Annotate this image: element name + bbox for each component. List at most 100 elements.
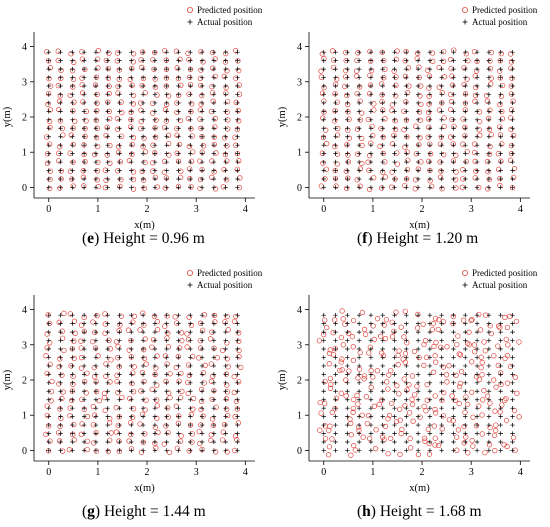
y-tick-label: 4 xyxy=(22,42,27,53)
predicted-point xyxy=(105,448,112,455)
predicted-point xyxy=(376,401,382,408)
actual-point xyxy=(404,313,409,318)
actual-point xyxy=(81,159,87,165)
predicted-point xyxy=(93,448,99,454)
predicted-point xyxy=(354,177,360,183)
actual-point xyxy=(140,380,146,386)
predicted-point xyxy=(499,402,505,408)
actual-point xyxy=(188,431,193,436)
actual-point xyxy=(486,151,492,156)
predicted-point xyxy=(407,435,413,442)
actual-point xyxy=(70,389,75,394)
actual-point xyxy=(81,50,87,55)
predicted-point xyxy=(503,336,509,343)
actual-point xyxy=(188,321,193,326)
actual-point xyxy=(93,176,99,182)
actual-point xyxy=(380,338,385,343)
actual-point xyxy=(152,185,158,190)
actual-point xyxy=(415,159,421,165)
predicted-point xyxy=(225,364,231,370)
actual-point xyxy=(129,422,134,428)
actual-point xyxy=(164,321,169,326)
actual-point xyxy=(199,50,205,55)
actual-point xyxy=(105,389,110,394)
actual-point xyxy=(368,414,374,419)
actual-point xyxy=(105,75,110,80)
actual-point xyxy=(345,151,350,156)
actual-point xyxy=(223,329,228,335)
actual-point xyxy=(392,168,397,173)
predicted-point xyxy=(406,410,413,416)
predicted-point xyxy=(497,124,503,130)
actual-point xyxy=(81,109,87,114)
predicted-point xyxy=(126,158,133,164)
predicted-point xyxy=(473,374,480,380)
actual-point xyxy=(70,185,75,190)
actual-point xyxy=(188,58,193,63)
actual-point xyxy=(223,100,228,106)
predicted-point xyxy=(422,438,428,444)
predicted-point xyxy=(178,394,184,401)
actual-point xyxy=(356,414,362,419)
actual-point xyxy=(474,185,480,190)
predicted-point xyxy=(426,451,433,457)
predicted-point xyxy=(324,324,330,331)
actual-point xyxy=(439,329,444,335)
predicted-point xyxy=(432,442,438,448)
actual-point xyxy=(404,439,409,445)
actual-point xyxy=(510,372,515,377)
predicted-point xyxy=(47,65,53,71)
actual-point xyxy=(81,142,87,148)
predicted-point xyxy=(496,68,503,74)
predicted-point xyxy=(432,353,438,359)
actual-point xyxy=(498,329,503,335)
predicted-point xyxy=(84,438,91,444)
actual-point xyxy=(105,313,110,318)
actual-point xyxy=(486,363,492,369)
predicted-point xyxy=(460,116,466,122)
actual-point xyxy=(463,431,468,436)
actual-point xyxy=(463,134,468,139)
actual-point xyxy=(415,380,421,386)
predicted-point xyxy=(56,381,62,387)
actual-point xyxy=(152,75,158,80)
actual-point xyxy=(345,405,350,411)
actual-point xyxy=(46,448,51,453)
actual-point xyxy=(380,431,385,436)
actual-point xyxy=(486,448,492,453)
predicted-point xyxy=(357,166,364,172)
actual-point xyxy=(427,363,433,369)
actual-point xyxy=(164,92,169,97)
actual-point xyxy=(199,159,205,165)
predicted-point xyxy=(56,98,63,104)
actual-point xyxy=(46,50,51,55)
predicted-point xyxy=(394,383,400,389)
predicted-point xyxy=(200,413,206,419)
predicted-point xyxy=(508,51,514,57)
predicted-point xyxy=(209,83,215,90)
predicted-point xyxy=(367,48,373,55)
actual-point xyxy=(223,338,228,343)
actual-point xyxy=(223,92,228,97)
predicted-point xyxy=(498,50,504,57)
predicted-point xyxy=(223,406,230,412)
predicted-point xyxy=(130,92,137,99)
actual-point xyxy=(199,363,205,369)
actual-point xyxy=(356,448,362,453)
actual-point xyxy=(117,405,122,411)
actual-point xyxy=(58,346,63,352)
predicted-point xyxy=(450,418,456,424)
actual-point xyxy=(463,422,468,428)
actual-point xyxy=(427,151,433,156)
predicted-point xyxy=(497,182,503,189)
actual-point xyxy=(188,66,193,72)
predicted-point xyxy=(511,407,518,414)
actual-point xyxy=(321,58,326,63)
predicted-point xyxy=(105,75,112,81)
predicted-point xyxy=(43,353,49,359)
actual-point xyxy=(164,66,169,72)
actual-point xyxy=(439,363,444,369)
predicted-point xyxy=(79,56,86,62)
actual-point xyxy=(58,168,63,173)
actual-point xyxy=(152,321,158,326)
